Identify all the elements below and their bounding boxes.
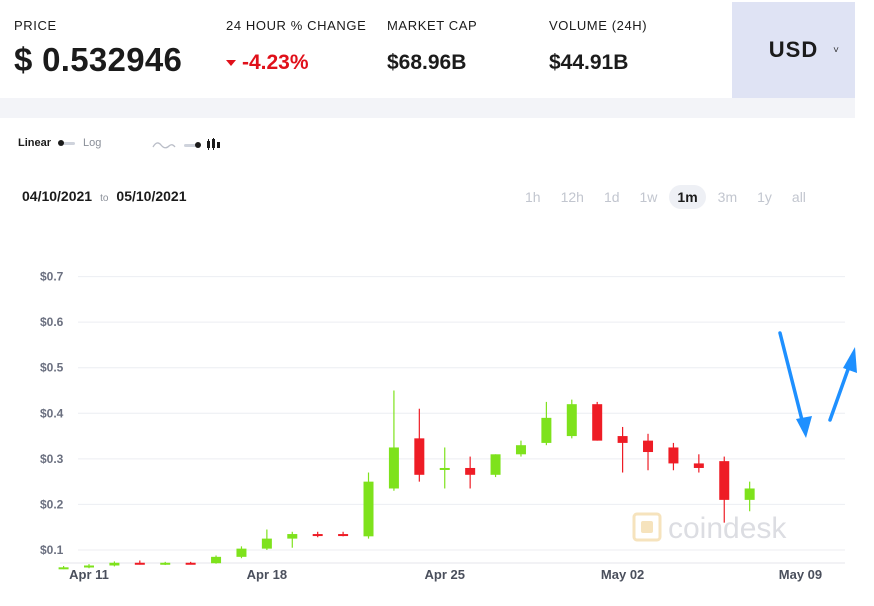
x-tick-label: Apr 11	[69, 567, 109, 582]
date-range: 04/10/2021 to 05/10/2021	[22, 188, 187, 204]
scale-log-label[interactable]: Log	[83, 137, 102, 149]
range-1m[interactable]: 1m	[669, 185, 706, 209]
arrow-up-head	[843, 347, 857, 373]
change-label: 24 HOUR % CHANGE	[226, 18, 367, 33]
currency-label: USD	[768, 37, 819, 62]
candle-body	[541, 417, 552, 443]
candle-body	[211, 556, 222, 564]
candle-body	[439, 467, 450, 470]
y-axis: $0.1 $0.2 $0.3 $0.4 $0.5 $0.6 $0.7	[40, 270, 64, 557]
candle-body	[363, 481, 374, 537]
candle-body	[185, 562, 196, 565]
y-tick-label: $0.7	[40, 270, 64, 284]
switch-knob	[58, 139, 65, 146]
scale-toggle[interactable]: Linear Log	[18, 137, 101, 149]
candle-body	[592, 404, 603, 441]
candle-body	[719, 461, 730, 500]
y-tick-label: $0.1	[40, 543, 64, 557]
candle-body	[261, 538, 272, 549]
x-tick-label: Apr 25	[425, 567, 465, 582]
annotation-arrows	[778, 331, 857, 438]
candle-body	[388, 447, 399, 489]
stats-header: PRICE $ 0.532946 24 HOUR % CHANGE -4.23%…	[0, 0, 855, 98]
line-chart-icon[interactable]	[152, 138, 176, 152]
candle-body	[414, 438, 425, 475]
range-all[interactable]: all	[791, 189, 806, 205]
chevron-down-icon: ˅	[833, 45, 839, 56]
candle-body	[643, 440, 654, 453]
volume-value: $44.91B	[549, 51, 629, 74]
switch-knob	[195, 141, 201, 148]
candle-body	[134, 562, 145, 565]
marketcap-label: MARKET CAP	[387, 18, 478, 33]
candle-body	[490, 454, 501, 475]
currency-selector[interactable]: USD ˅	[732, 2, 855, 98]
candle-body	[566, 404, 577, 437]
candle-body	[236, 548, 247, 557]
range-12h[interactable]: 12h	[560, 189, 584, 205]
arrow-up-shaft	[828, 359, 853, 422]
y-tick-label: $0.5	[40, 361, 64, 375]
chart-type-switch[interactable]	[184, 141, 201, 148]
arrow-down-head	[796, 416, 812, 438]
candle-body	[58, 567, 69, 570]
date-from[interactable]: 04/10/2021	[22, 188, 93, 204]
watermark-text: coindesk	[668, 512, 787, 545]
candle-body	[744, 488, 755, 500]
candle-body	[338, 534, 349, 537]
x-tick-label: May 09	[779, 567, 822, 582]
volume-stat: VOLUME (24H) $44.91B	[549, 18, 647, 75]
x-tick-label: Apr 18	[247, 567, 287, 582]
marketcap-value: $68.96B	[387, 51, 467, 74]
chart-type-toggle[interactable]	[152, 138, 220, 152]
price-chart: coindesk $0.1 $0.2 $0.3 $0.4 $0.5 $0.6 $0.7 Ap…	[40, 270, 857, 582]
candle-body	[617, 436, 628, 443]
time-range-tabs: 1h 12h 1d 1w 1m 3m 1y all	[517, 185, 818, 209]
price-value: $ 0.532946	[14, 41, 183, 78]
change-stat: 24 HOUR % CHANGE -4.23%	[226, 18, 366, 75]
range-1y[interactable]: 1y	[757, 189, 772, 205]
change-value-row: -4.23%	[226, 51, 366, 75]
coindesk-watermark: coindesk	[632, 512, 787, 545]
range-1h[interactable]: 1h	[525, 189, 541, 205]
candlestick-icon[interactable]	[206, 138, 220, 152]
divider-band	[0, 98, 855, 118]
candle-body	[693, 463, 704, 468]
x-axis: Apr 11 Apr 18 Apr 25 May 02 May 09	[69, 567, 822, 582]
candle-body	[312, 534, 323, 537]
x-tick-label: May 02	[601, 567, 644, 582]
range-1d[interactable]: 1d	[603, 189, 620, 205]
y-tick-label: $0.6	[40, 315, 64, 329]
candle-body	[515, 445, 526, 455]
down-triangle-icon	[226, 60, 236, 66]
price-label: PRICE	[14, 18, 57, 33]
date-to[interactable]: 05/10/2021	[116, 188, 187, 204]
y-tick-label: $0.3	[40, 452, 64, 466]
arrow-down-shaft	[778, 331, 806, 430]
date-to-word: to	[100, 193, 109, 204]
candle-body	[160, 562, 171, 565]
y-tick-label: $0.2	[40, 497, 64, 511]
candle-body	[465, 467, 476, 475]
scale-switch[interactable]	[58, 139, 76, 146]
price-stat: PRICE $ 0.532946	[14, 18, 182, 79]
change-value: -4.23%	[242, 51, 309, 74]
candle-body	[668, 447, 679, 464]
candle-body	[84, 565, 94, 568]
marketcap-stat: MARKET CAP $68.96B	[387, 18, 477, 75]
y-tick-label: $0.4	[40, 406, 64, 420]
volume-label: VOLUME (24H)	[549, 18, 648, 33]
candle-body	[109, 562, 120, 566]
candle-body	[287, 534, 298, 539]
scale-linear-label[interactable]: Linear	[18, 137, 52, 149]
candles	[58, 390, 755, 570]
range-3m[interactable]: 3m	[717, 189, 738, 205]
coindesk-logo-icon	[632, 512, 662, 542]
range-1w[interactable]: 1w	[639, 189, 658, 205]
